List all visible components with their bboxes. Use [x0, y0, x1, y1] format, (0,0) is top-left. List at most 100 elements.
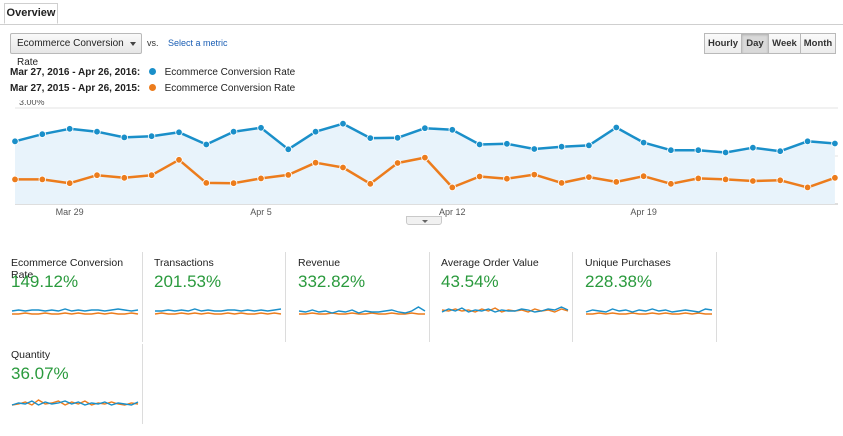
chevron-down-icon [422, 220, 428, 223]
tab-bar: Overview [0, 0, 843, 25]
legend-range-current: Mar 27, 2016 - Apr 26, 2016: [10, 67, 141, 78]
data-point-previous [667, 180, 675, 188]
data-point-current [585, 141, 593, 150]
data-point-previous [503, 174, 511, 183]
data-point-current [202, 140, 210, 149]
sparkline-current [298, 306, 426, 314]
metric-dropdown[interactable]: Ecommerce Conversion Rate [10, 33, 142, 68]
metric-dropdown-label: Ecommerce Conversion Rate [17, 38, 124, 68]
data-point-current [339, 120, 347, 128]
week-button[interactable]: Week [768, 33, 801, 54]
sparkline-current [11, 400, 139, 406]
sparkline-previous [299, 312, 425, 315]
data-point-previous [257, 174, 265, 183]
data-point-previous [803, 183, 812, 192]
data-point-current [175, 128, 183, 136]
legend-dot-blue [148, 68, 156, 75]
data-point-previous [475, 172, 484, 181]
sparkline-current [155, 308, 282, 312]
sparkline-previous [154, 312, 282, 315]
sparkline-current [11, 308, 139, 312]
data-point-previous [421, 153, 429, 162]
data-point-previous [776, 176, 784, 184]
day-button[interactable]: Day [741, 33, 769, 54]
scorecard-metric-name: Revenue [298, 257, 341, 269]
data-point-current [639, 138, 648, 147]
data-point-previous [612, 178, 620, 186]
data-point-current [530, 145, 538, 153]
data-point-previous [120, 174, 128, 182]
scorecard[interactable]: Quantity 36.07% [0, 344, 143, 424]
data-point-current [776, 147, 784, 155]
x-tick-label: Apr 12 [439, 207, 466, 217]
scorecard-metric-name: Unique Purchases [585, 257, 671, 269]
month-button[interactable]: Month [800, 33, 836, 54]
scorecard[interactable]: Ecommerce Conversion Rate 149.12% [0, 252, 143, 342]
scorecard-percent-change: 43.54% [441, 272, 499, 291]
hourly-button[interactable]: Hourly [704, 33, 742, 54]
sparkline [11, 308, 139, 315]
data-point-previous [721, 175, 730, 184]
data-point-current [311, 128, 320, 136]
data-point-previous [530, 170, 538, 179]
data-point-current [147, 132, 156, 140]
scorecard[interactable]: Average Order Value 43.54% [430, 252, 573, 342]
data-point-previous [831, 174, 839, 182]
legend-dot-orange [148, 84, 156, 91]
legend-row-previous: Mar 27, 2015 - Apr 26, 2015: Ecommerce C… [10, 82, 295, 95]
scorecard[interactable]: Unique Purchases 228.38% [574, 252, 717, 342]
scorecard-metric-name: Transactions [154, 257, 214, 269]
data-point-previous [175, 156, 183, 164]
data-point-current [667, 146, 675, 154]
data-point-current [448, 126, 456, 134]
data-point-current [803, 137, 812, 145]
data-point-previous [749, 177, 757, 185]
scorecard-percent-change: 201.53% [154, 272, 222, 291]
data-point-previous [311, 159, 320, 167]
data-point-current [284, 145, 292, 153]
data-point-current [503, 140, 511, 148]
scorecard-metric-name: Average Order Value [441, 257, 539, 269]
data-point-previous [694, 174, 702, 183]
chart-resize-handle[interactable] [406, 216, 442, 225]
data-point-previous [557, 179, 566, 187]
sparkline [298, 306, 426, 315]
sparkline-current [441, 306, 569, 313]
chevron-down-icon [130, 42, 136, 46]
scorecard-percent-change: 228.38% [585, 272, 653, 291]
data-point-current [557, 143, 566, 151]
sparkline-previous [12, 312, 139, 315]
data-point-previous [202, 179, 210, 187]
scorecard[interactable]: Revenue 332.82% [287, 252, 430, 342]
legend-range-previous: Mar 27, 2015 - Apr 26, 2015: [10, 83, 141, 94]
data-point-previous [229, 179, 238, 187]
data-point-current [38, 130, 46, 138]
legend-series-current: Ecommerce Conversion Rate [164, 67, 296, 78]
data-point-previous [339, 163, 347, 172]
data-point-current [749, 144, 757, 152]
scorecard-percent-change: 149.12% [11, 272, 79, 291]
data-point-current [65, 125, 74, 133]
data-point-current [11, 137, 19, 145]
data-point-previous [585, 173, 593, 181]
data-point-previous [65, 179, 74, 187]
granularity-toggle: Hourly Day Week Month [704, 33, 836, 54]
x-tick-label: Mar 29 [56, 207, 84, 217]
legend-series-previous: Ecommerce Conversion Rate [164, 83, 296, 94]
legend-row-current: Mar 27, 2016 - Apr 26, 2016: Ecommerce C… [10, 66, 295, 79]
scorecard[interactable]: Transactions 201.53% [143, 252, 286, 342]
series-points [11, 120, 839, 192]
sparkline [585, 308, 713, 315]
data-point-current [721, 148, 730, 157]
scorecard-metric-name: Quantity [11, 349, 51, 361]
sparkline [154, 308, 282, 315]
data-point-current [694, 146, 702, 154]
select-metric-link[interactable]: Select a metric [168, 38, 228, 48]
data-point-current [421, 124, 429, 132]
data-point-current [366, 134, 374, 142]
data-point-current [612, 123, 620, 132]
sparkline-previous [586, 312, 712, 315]
tab-overview[interactable]: Overview [4, 3, 58, 24]
x-tick-labels: Mar 29 Apr 5 Apr 12 Apr 19 [56, 207, 657, 217]
